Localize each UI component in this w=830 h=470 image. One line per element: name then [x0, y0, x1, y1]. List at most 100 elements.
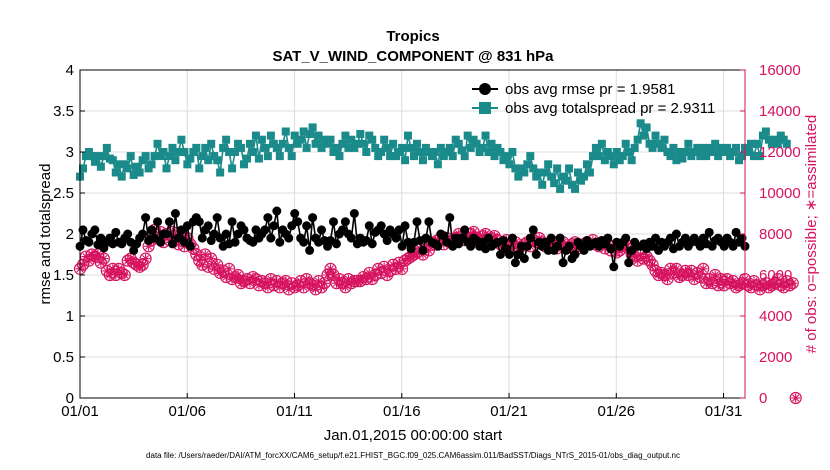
- totalspread-point: [117, 172, 126, 181]
- totalspread-point: [729, 148, 738, 156]
- totalspread-point: [645, 139, 654, 148]
- obs-assimilated-point: [200, 250, 210, 259]
- totalspread-point: [451, 135, 460, 144]
- totalspread-series: [76, 119, 791, 193]
- rmse-point: [498, 236, 508, 246]
- rmse-point: [170, 209, 180, 218]
- totalspread-point: [511, 164, 520, 173]
- obs-assimilated-point: [206, 254, 216, 264]
- chart-title: Tropics: [386, 28, 439, 45]
- totalspread-point: [547, 172, 556, 181]
- totalspread-point: [317, 143, 326, 152]
- rmse-point: [528, 225, 538, 235]
- rmse-point: [328, 217, 338, 227]
- totalspread-point: [308, 123, 317, 132]
- totalspread-point: [159, 148, 168, 156]
- rmse-point: [412, 217, 422, 227]
- totalspread-point: [404, 131, 413, 140]
- rmse-point: [418, 245, 428, 255]
- totalspread-point: [409, 152, 418, 161]
- totalspread-point: [150, 152, 159, 161]
- rmse-point: [299, 237, 309, 247]
- totalspread-point: [326, 135, 335, 144]
- totalspread-point: [738, 152, 747, 161]
- totalspread-point: [245, 139, 254, 148]
- obs-assimilated-point: [397, 264, 407, 274]
- obs-assimilated-point: [105, 270, 115, 280]
- y-right-tick-label: 8000: [759, 226, 792, 243]
- totalspread-point: [609, 160, 618, 169]
- totalspread-point: [749, 152, 758, 161]
- obs-assimilated-point: [221, 272, 231, 282]
- totalspread-point: [726, 152, 735, 161]
- rmse-point: [260, 225, 270, 235]
- obs-assimilated-point: [224, 264, 234, 274]
- totalspread-point: [287, 152, 296, 161]
- totalspread-point: [576, 176, 585, 185]
- totalspread-point: [320, 135, 329, 144]
- totalspread-point: [129, 170, 138, 179]
- totalspread-point: [550, 179, 559, 188]
- totalspread-point: [398, 143, 407, 152]
- rmse-point: [90, 225, 100, 235]
- totalspread-point: [329, 148, 338, 156]
- rmse-point: [164, 217, 174, 227]
- totalspread-point: [392, 152, 401, 161]
- totalspread-point: [618, 152, 627, 161]
- y-right-tick-label: 14000: [759, 103, 801, 120]
- totalspread-point: [782, 139, 791, 148]
- totalspread-point: [210, 152, 219, 161]
- totalspread-point: [752, 139, 761, 148]
- y-axis-label-right: # of obs: o=possible; ∗=assimilated: [803, 115, 820, 354]
- totalspread-point: [720, 148, 729, 156]
- totalspread-point: [445, 143, 454, 152]
- totalspread-point: [743, 148, 752, 156]
- obs-possible-point: [771, 273, 784, 286]
- totalspread-point: [633, 135, 642, 144]
- totalspread-point: [574, 168, 583, 177]
- totalspread-point: [681, 148, 690, 156]
- totalspread-point: [758, 131, 767, 140]
- rmse-series: [75, 206, 750, 272]
- totalspread-point: [350, 143, 359, 152]
- rmse-point: [346, 233, 356, 243]
- y-right-tick-label: 16000: [759, 62, 801, 79]
- totalspread-point: [368, 135, 377, 144]
- totalspread-point: [192, 143, 201, 152]
- rmse-point: [531, 250, 541, 259]
- y-tick-label: 0: [66, 390, 74, 407]
- obs-assimilated-point: [275, 282, 285, 292]
- totalspread-point: [237, 143, 246, 152]
- y-tick-label: 3.5: [53, 103, 74, 120]
- totalspread-point: [705, 143, 714, 152]
- rmse-point: [570, 250, 580, 259]
- totalspread-point: [779, 135, 788, 144]
- totalspread-point: [436, 143, 445, 152]
- totalspread-point: [156, 152, 165, 161]
- totalspread-point: [526, 152, 535, 161]
- rmse-point: [564, 241, 574, 251]
- rmse-point: [609, 262, 619, 272]
- totalspread-point: [421, 143, 430, 152]
- chart-subtitle: SAT_V_WIND_COMPONENT @ 831 hPa: [272, 48, 554, 65]
- rmse-point: [263, 213, 273, 223]
- rmse-point: [737, 233, 747, 243]
- obs-possible-point: [789, 391, 802, 405]
- totalspread-point: [114, 160, 123, 169]
- totalspread-point: [487, 139, 496, 148]
- totalspread-point: [690, 148, 699, 156]
- totalspread-point: [433, 160, 442, 169]
- totalspread-point: [579, 172, 588, 181]
- x-axis-label: Jan.01,2015 00:00:00 start: [324, 427, 503, 444]
- totalspread-point: [418, 156, 427, 165]
- obs-assimilated-point: [761, 278, 771, 288]
- totalspread-point: [746, 139, 755, 148]
- totalspread-point: [606, 152, 615, 161]
- totalspread-point: [365, 131, 374, 140]
- totalspread-point: [395, 148, 404, 156]
- obs-assimilated-point: [379, 262, 389, 272]
- totalspread-point: [424, 148, 433, 156]
- totalspread-point: [225, 148, 234, 156]
- totalspread-point: [290, 131, 299, 140]
- totalspread-point: [389, 139, 398, 148]
